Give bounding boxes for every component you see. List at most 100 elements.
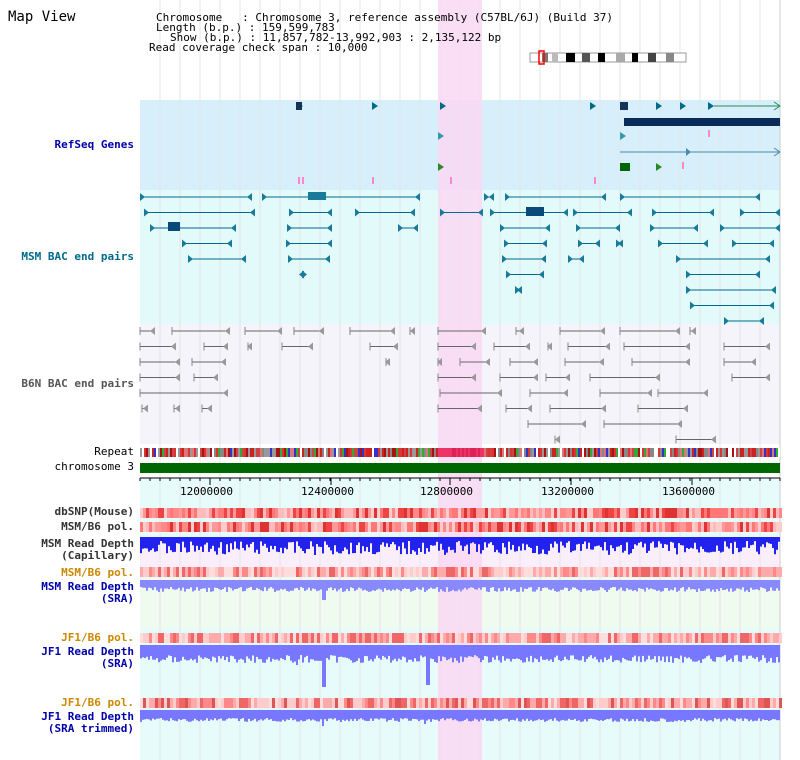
msm-bac-pair <box>150 224 236 232</box>
depth-bar <box>630 580 632 590</box>
refseq-snp-mark <box>708 130 710 137</box>
track-label-msm-depth-sra[interactable]: MSM Read Depth <box>41 581 134 593</box>
depth-bar <box>760 580 762 588</box>
track-label-dbsnp[interactable]: dbSNP(Mouse) <box>55 506 134 518</box>
heat-cell <box>602 567 605 577</box>
track-label-repeat[interactable]: Repeat <box>94 446 134 458</box>
msm-bac-pair <box>140 193 252 201</box>
repeat-element <box>446 448 448 457</box>
heat-cell <box>494 522 497 532</box>
depth-bar <box>198 710 200 722</box>
heat-cell <box>545 698 548 708</box>
depth-bar <box>154 710 156 720</box>
heat-cell <box>290 633 293 643</box>
refseq-exon <box>708 102 714 110</box>
heat-cell <box>566 698 569 708</box>
repeat-element <box>468 448 470 457</box>
heat-cell <box>266 567 269 577</box>
depth-bar <box>428 537 430 552</box>
b6n-bac-pair <box>139 389 228 397</box>
depth-bar <box>252 580 254 590</box>
depth-bar <box>236 645 238 663</box>
repeat-element <box>466 448 468 457</box>
heat-cell <box>197 698 200 708</box>
depth-bar <box>714 710 716 719</box>
depth-bar <box>452 537 454 550</box>
depth-bar <box>406 710 408 719</box>
heat-cell <box>527 567 530 577</box>
track-label-jf1-b6-pol-2[interactable]: JF1/B6 pol. <box>61 697 134 709</box>
depth-bar <box>322 710 324 726</box>
depth-bar <box>264 645 266 663</box>
track-label-msm-bac[interactable]: MSM BAC end pairs <box>21 251 134 263</box>
heat-cell <box>308 698 311 708</box>
depth-bar <box>684 645 686 657</box>
depth-bar <box>658 645 660 657</box>
heat-cell <box>698 508 701 518</box>
depth-bar <box>482 537 484 551</box>
heat-cell <box>767 698 770 708</box>
bac-end <box>231 224 236 232</box>
heat-cell <box>545 522 548 532</box>
depth-bar <box>696 710 698 720</box>
depth-bar <box>494 645 496 660</box>
depth-bar <box>144 580 146 588</box>
track-label-jf1-depth-trim[interactable]: JF1 Read Depth <box>41 711 134 723</box>
heat-cell <box>149 522 152 532</box>
track-label-refseq[interactable]: RefSeq Genes <box>55 139 134 151</box>
heat-cell <box>431 508 434 518</box>
track-label-msm-depth-cap[interactable]: MSM Read Depth <box>41 538 134 550</box>
heat-cell <box>581 698 584 708</box>
depth-bar <box>708 645 710 656</box>
gene-model <box>620 147 781 157</box>
heat-cell <box>506 567 509 577</box>
repeat-element <box>368 448 370 457</box>
heat-cell <box>536 522 539 532</box>
depth-bar <box>776 580 778 589</box>
depth-bar <box>480 537 482 554</box>
heat-cell <box>308 567 311 577</box>
depth-bar <box>180 645 182 661</box>
depth-bar <box>696 537 698 550</box>
depth-bar <box>734 645 736 656</box>
heat-cell <box>230 633 233 643</box>
repeat-element <box>454 448 456 457</box>
track-label-jf1-depth-sra[interactable]: JF1 Read Depth <box>41 646 134 658</box>
depth-bar <box>212 580 214 592</box>
ideogram-position-marker <box>538 50 545 65</box>
heat-cell <box>485 633 488 643</box>
depth-bar <box>382 580 384 592</box>
heat-cell <box>662 508 665 518</box>
depth-bar <box>400 710 402 719</box>
bac-end <box>686 270 691 279</box>
depth-bar <box>274 645 276 660</box>
depth-bar <box>610 580 612 588</box>
depth-bar <box>764 710 766 721</box>
track-label-msm-b6-pol-1[interactable]: MSM/B6 pol. <box>61 521 134 533</box>
track-label-jf1-b6-pol-1[interactable]: JF1/B6 pol. <box>61 632 134 644</box>
bac-end <box>188 255 193 263</box>
depth-bar <box>374 537 376 555</box>
msm-bac-pair <box>616 239 623 248</box>
heat-cell <box>440 633 443 643</box>
heat-cell <box>653 567 656 577</box>
depth-bar <box>720 710 722 722</box>
heat-cell <box>596 567 599 577</box>
depth-bar <box>562 580 564 590</box>
depth-bar <box>650 537 652 544</box>
depth-bar <box>396 710 398 721</box>
heat-cell <box>773 522 776 532</box>
bac-end <box>140 193 145 201</box>
heat-cell <box>272 698 275 708</box>
depth-bar <box>454 580 456 592</box>
track-label-msm-b6-pol-2[interactable]: MSM/B6 pol. <box>61 567 134 579</box>
repeat-element <box>288 448 290 457</box>
track-label-b6n-bac[interactable]: B6N BAC end pairs <box>21 378 134 390</box>
b6n-bac-pair <box>201 404 212 413</box>
heat-cell <box>356 567 359 577</box>
repeat-element <box>342 448 344 457</box>
track-label-chromosome[interactable]: chromosome 3 <box>55 461 134 473</box>
repeat-element <box>644 448 646 457</box>
depth-bar <box>322 580 324 600</box>
